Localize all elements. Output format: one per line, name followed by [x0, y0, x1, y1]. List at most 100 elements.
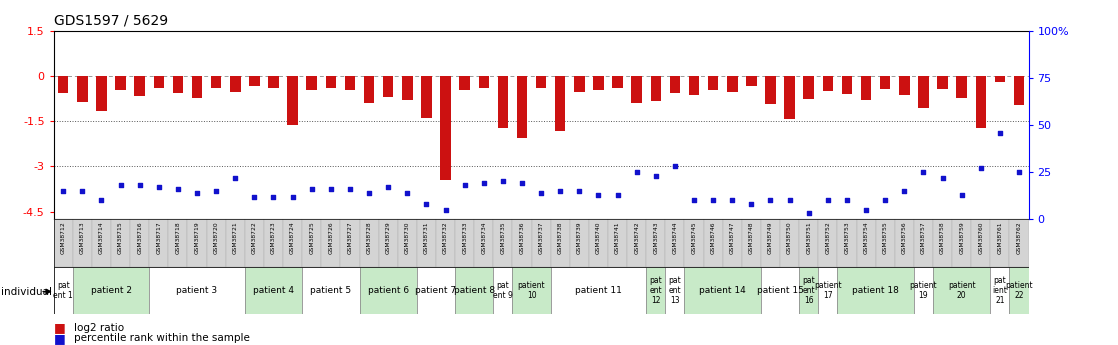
- Text: GSM38756: GSM38756: [902, 221, 907, 254]
- Text: patient 18: patient 18: [852, 286, 899, 295]
- Text: individual: individual: [1, 287, 53, 296]
- Bar: [856, 219, 875, 267]
- Text: percentile rank within the sample: percentile rank within the sample: [74, 333, 249, 343]
- Bar: [130, 219, 149, 267]
- Bar: [594, 76, 604, 90]
- Bar: [493, 267, 512, 314]
- Point: [818, 198, 836, 203]
- Point: [647, 173, 665, 179]
- Point: [953, 192, 970, 197]
- Text: pat
ent 1: pat ent 1: [54, 281, 73, 300]
- Text: GSM38744: GSM38744: [672, 221, 678, 254]
- Bar: [498, 76, 509, 128]
- Bar: [761, 219, 780, 267]
- Text: patient 7: patient 7: [416, 286, 456, 295]
- Bar: [913, 219, 934, 267]
- Bar: [302, 267, 360, 314]
- Point: [437, 207, 455, 213]
- Bar: [512, 219, 531, 267]
- Text: GSM38721: GSM38721: [233, 221, 238, 254]
- Bar: [708, 76, 719, 90]
- Text: GSM38759: GSM38759: [959, 221, 964, 254]
- Bar: [646, 267, 665, 314]
- Bar: [742, 219, 761, 267]
- Text: GSM38758: GSM38758: [940, 221, 945, 254]
- Text: ■: ■: [54, 332, 66, 345]
- Bar: [283, 219, 302, 267]
- Bar: [149, 219, 169, 267]
- Point: [570, 188, 588, 194]
- Bar: [115, 76, 126, 90]
- Bar: [398, 219, 417, 267]
- Bar: [96, 76, 106, 111]
- Bar: [818, 219, 837, 267]
- Text: GSM38750: GSM38750: [787, 221, 793, 254]
- Text: pat
ent
16: pat ent 16: [803, 276, 815, 305]
- Text: patient 3: patient 3: [177, 286, 218, 295]
- Point: [398, 190, 416, 196]
- Point: [303, 186, 321, 192]
- Bar: [995, 76, 1005, 81]
- Point: [150, 184, 168, 190]
- Text: GSM38751: GSM38751: [806, 221, 812, 254]
- Text: GSM38761: GSM38761: [997, 221, 1003, 254]
- Point: [934, 175, 951, 180]
- Bar: [1010, 219, 1029, 267]
- Text: GSM38716: GSM38716: [138, 221, 142, 254]
- Text: GSM38715: GSM38715: [119, 221, 123, 254]
- Point: [838, 198, 856, 203]
- Text: GSM38749: GSM38749: [768, 221, 773, 254]
- Bar: [230, 76, 240, 92]
- Bar: [703, 219, 722, 267]
- Point: [284, 194, 302, 199]
- Text: GSM38735: GSM38735: [501, 221, 505, 254]
- Point: [608, 192, 626, 197]
- Point: [627, 169, 645, 175]
- Bar: [799, 267, 818, 314]
- Bar: [321, 219, 340, 267]
- Bar: [440, 76, 451, 180]
- Bar: [646, 219, 665, 267]
- Bar: [1014, 76, 1024, 105]
- Text: GSM38732: GSM38732: [443, 221, 448, 254]
- Point: [55, 188, 73, 194]
- Bar: [455, 267, 493, 314]
- Text: ■: ■: [54, 321, 66, 334]
- Bar: [934, 219, 953, 267]
- Point: [685, 198, 703, 203]
- Point: [207, 188, 225, 194]
- Bar: [169, 219, 188, 267]
- Bar: [402, 76, 413, 100]
- Bar: [211, 76, 221, 88]
- Text: GSM38739: GSM38739: [577, 221, 581, 254]
- Bar: [589, 219, 608, 267]
- Text: GSM38748: GSM38748: [749, 221, 754, 254]
- Bar: [837, 219, 856, 267]
- Point: [246, 194, 264, 199]
- Bar: [608, 219, 627, 267]
- Text: GSM38752: GSM38752: [825, 221, 831, 254]
- Text: patient
10: patient 10: [518, 281, 546, 300]
- Text: GSM38746: GSM38746: [711, 221, 716, 254]
- Point: [991, 130, 1008, 135]
- Bar: [249, 76, 259, 86]
- Bar: [493, 219, 512, 267]
- Bar: [875, 219, 894, 267]
- Bar: [574, 76, 585, 92]
- Point: [112, 183, 130, 188]
- Point: [475, 180, 493, 186]
- Point: [761, 198, 779, 203]
- Text: pat
ent
12: pat ent 12: [650, 276, 662, 305]
- Text: GSM38753: GSM38753: [844, 221, 850, 254]
- Bar: [58, 76, 68, 93]
- Point: [780, 198, 798, 203]
- Bar: [417, 219, 436, 267]
- Point: [972, 166, 989, 171]
- Text: GSM38728: GSM38728: [367, 221, 371, 254]
- Bar: [804, 76, 814, 99]
- Bar: [551, 267, 646, 314]
- Point: [723, 198, 741, 203]
- Text: patient 4: patient 4: [253, 286, 294, 295]
- Bar: [360, 267, 417, 314]
- Bar: [689, 76, 699, 95]
